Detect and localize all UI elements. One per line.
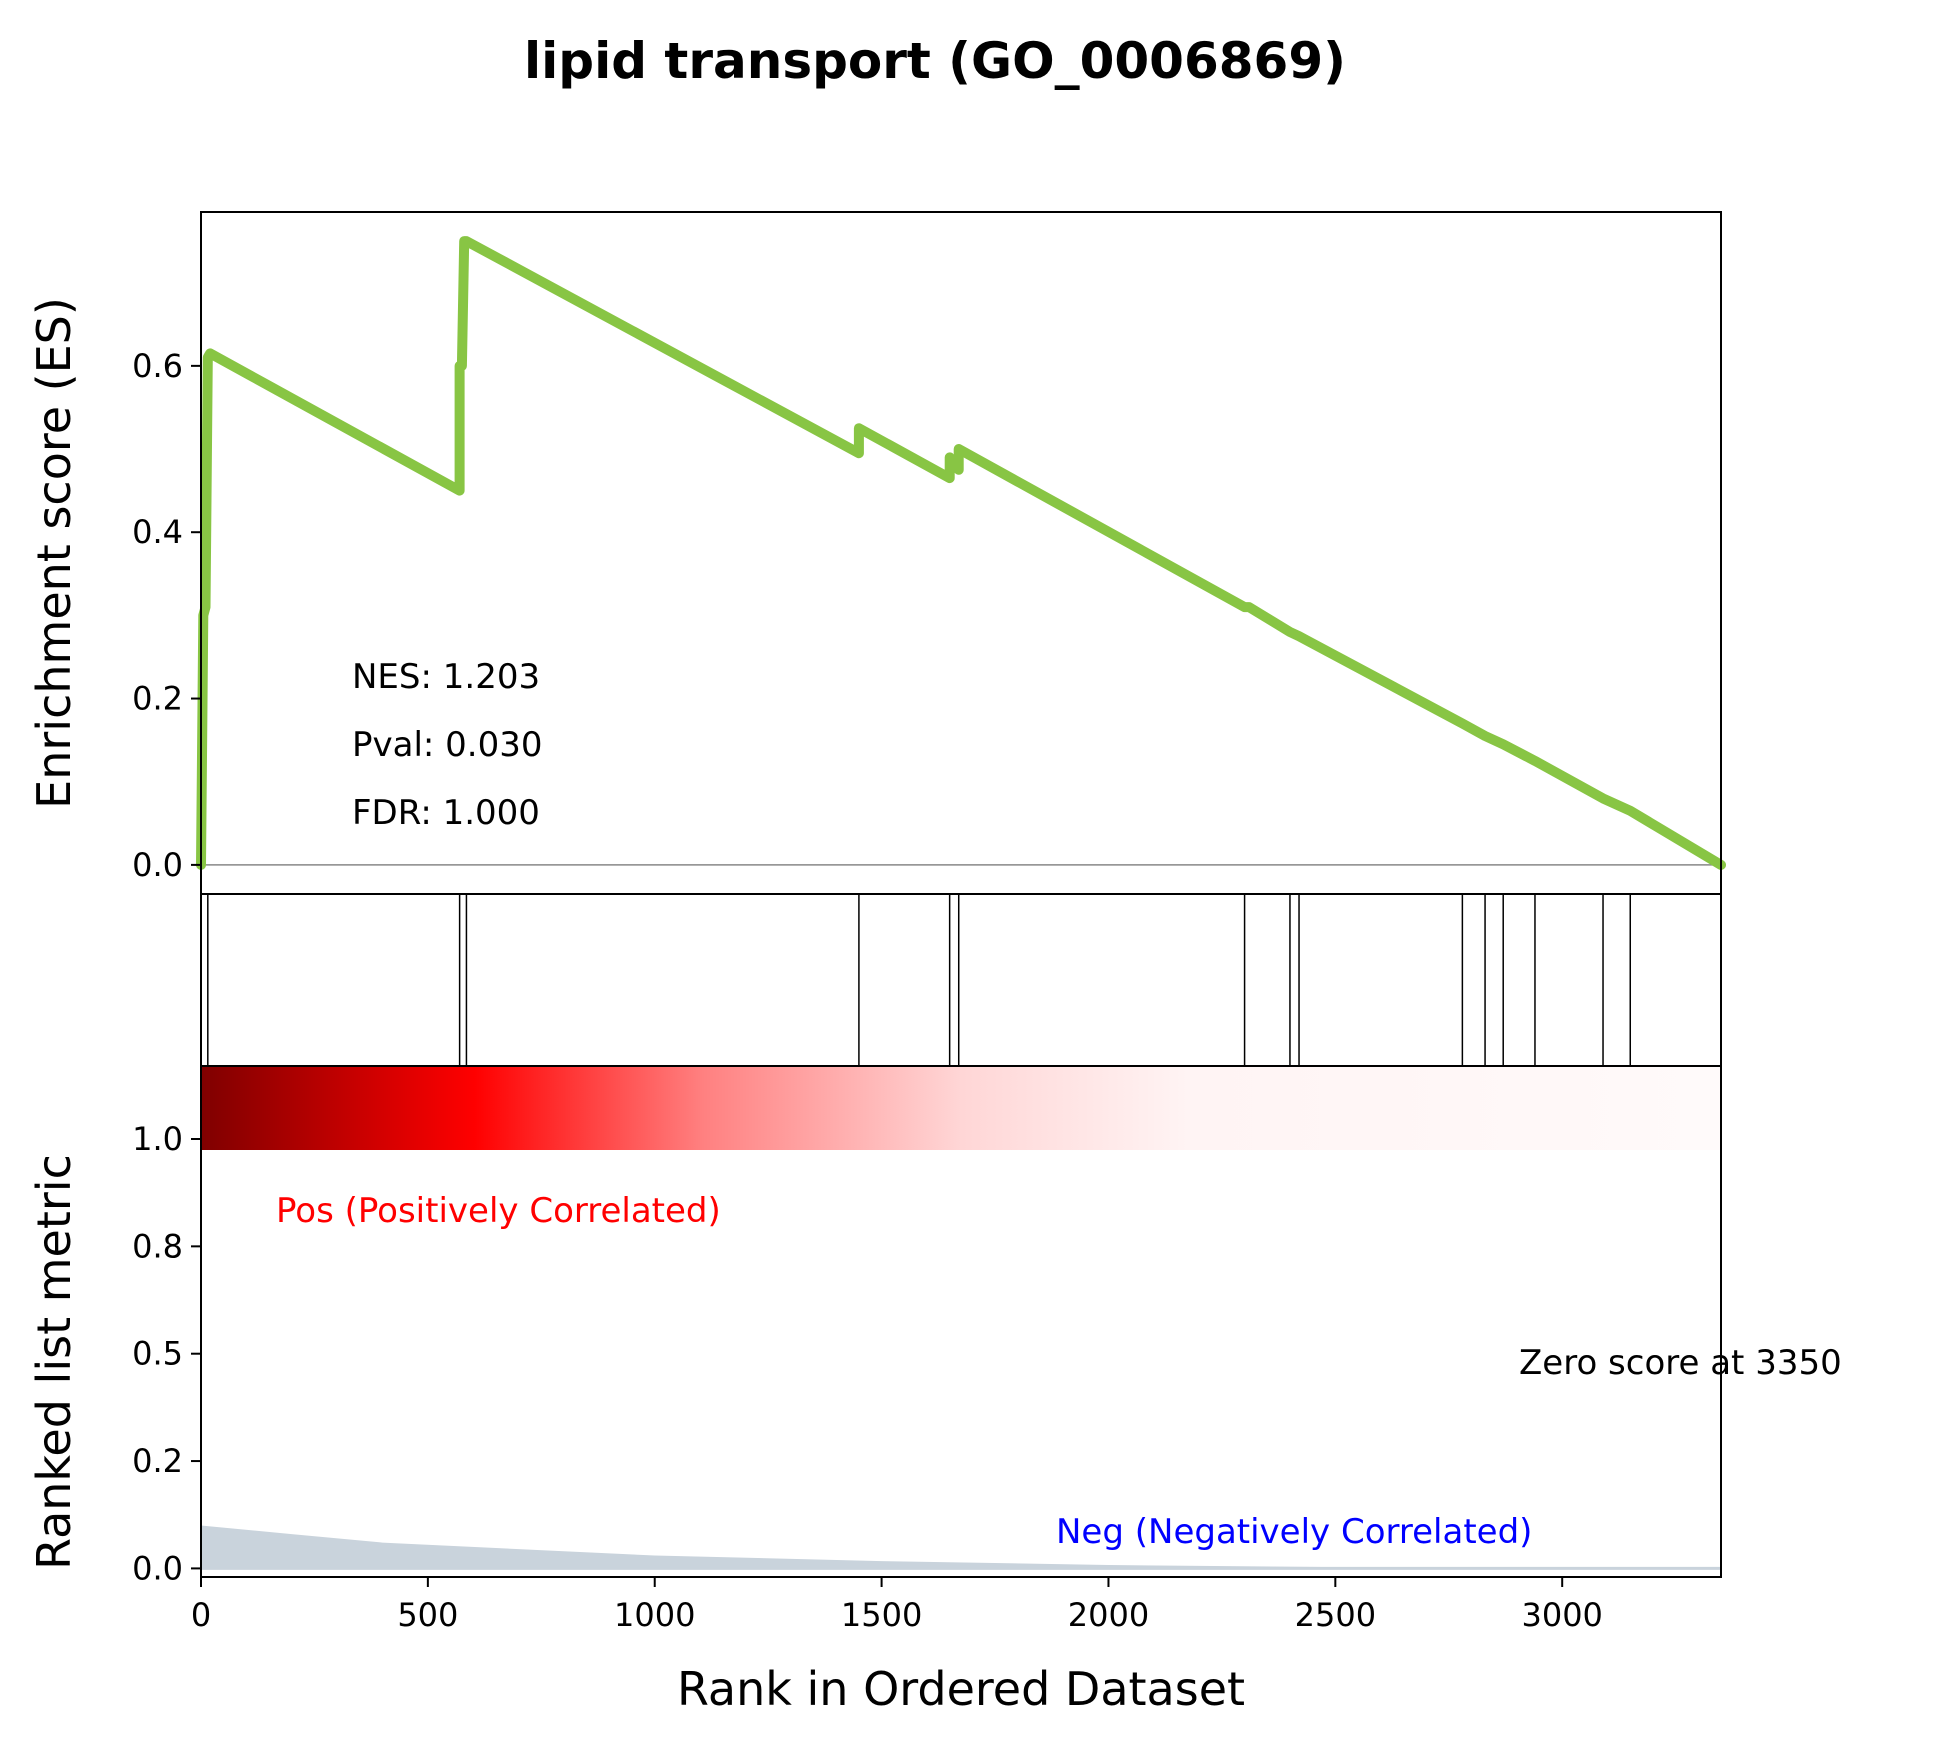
es-line xyxy=(196,236,1726,870)
pval-annotation: Pval: 0.030 xyxy=(352,725,543,765)
rank-metric-area xyxy=(201,1525,1721,1569)
rank-heatmap-bar xyxy=(201,1066,1721,1150)
x-tick-label-6: 3000 xyxy=(1521,1596,1602,1634)
x-tick-label-2: 1000 xyxy=(614,1596,695,1634)
x-axis-label: Rank in Ordered Dataset xyxy=(677,1662,1245,1716)
pos-annotation: Pos (Positively Correlated) xyxy=(276,1191,721,1231)
es-y-tick-label-2: 0.4 xyxy=(132,513,183,551)
x-axis-ticks: 0 500 1000 1500 2000 2500 3000 xyxy=(191,1577,1603,1634)
es-y-tick-label-3: 0.6 xyxy=(132,347,183,385)
rank-y-tick-label-0: 0.0 xyxy=(132,1549,183,1587)
es-panel xyxy=(196,236,1726,870)
rank-y-axis-label: Ranked list metric xyxy=(27,1154,81,1570)
es-y-tick-label-1: 0.2 xyxy=(132,680,183,718)
x-tick-label-0: 0 xyxy=(191,1596,211,1634)
x-tick-label-4: 2000 xyxy=(1068,1596,1149,1634)
es-y-axis-label: Enrichment score (ES) xyxy=(27,297,81,809)
rank-y-tick-label-2: 0.5 xyxy=(132,1335,183,1373)
es-y-tick-label-0: 0.0 xyxy=(132,846,183,884)
x-tick-label-1: 500 xyxy=(397,1596,458,1634)
es-panel-frame xyxy=(200,211,1722,895)
rank-y-axis-ticks: 0.0 0.2 0.5 0.8 1.0 xyxy=(132,1120,201,1587)
rank-panel-frame xyxy=(200,1065,1722,1578)
x-tick-label-3: 1500 xyxy=(841,1596,922,1634)
x-tick-label-5: 2500 xyxy=(1295,1596,1376,1634)
rank-y-tick-label-1: 0.2 xyxy=(132,1442,183,1480)
rank-panel xyxy=(201,1525,1721,1570)
fdr-annotation: FDR: 1.000 xyxy=(352,793,540,833)
nes-annotation: NES: 1.203 xyxy=(352,657,540,697)
es-y-axis-ticks: 0.0 0.2 0.4 0.6 xyxy=(132,347,201,884)
rank-y-tick-label-3: 0.8 xyxy=(132,1227,183,1265)
hits-panel xyxy=(207,894,1632,1066)
rank-y-tick-label-4: 1.0 xyxy=(132,1120,183,1158)
hits-panel-frame xyxy=(200,893,1722,1067)
chart-title: lipid transport (GO_0006869) xyxy=(524,32,1346,90)
neg-annotation: Neg (Negatively Correlated) xyxy=(1056,1512,1532,1552)
zero-score-annotation: Zero score at 3350 xyxy=(1519,1343,1842,1383)
